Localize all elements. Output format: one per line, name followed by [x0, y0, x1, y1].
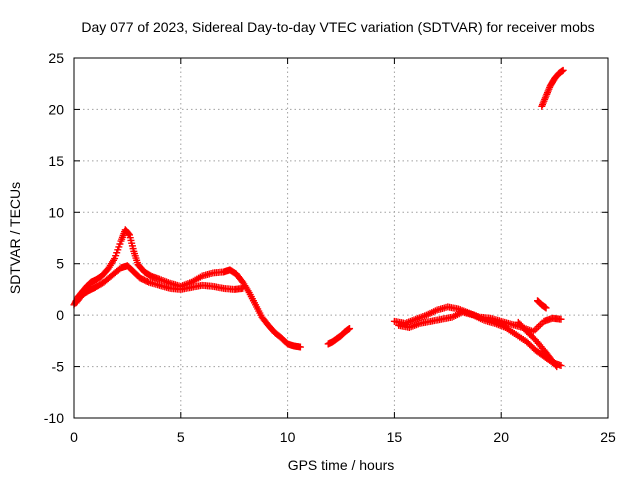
chart-title: Day 077 of 2023, Sidereal Day-to-day VTE… [81, 19, 594, 35]
data-points [70, 66, 567, 371]
grid-lines [74, 58, 608, 418]
x-tick-label: 0 [70, 429, 78, 445]
y-tick-label: 20 [48, 101, 64, 117]
data-point [239, 284, 247, 292]
y-tick-label: -10 [44, 410, 64, 426]
series-segment-late-short [534, 297, 550, 312]
y-tick-label: 0 [56, 307, 64, 323]
x-tick-label: 5 [177, 429, 185, 445]
data-point [553, 363, 561, 371]
x-tick-label: 20 [493, 429, 509, 445]
axis-tick-labels: 0 5 10 15 20 25 -10 -5 0 5 10 15 20 25 [44, 50, 616, 445]
data-point [346, 325, 354, 333]
series-segment-morning-upper [70, 226, 304, 351]
series-segment-noon [324, 325, 354, 348]
data-point [296, 343, 304, 351]
axis-ticks [73, 57, 609, 419]
series-segment-evening-high [538, 66, 567, 110]
x-axis-label: GPS time / hours [288, 457, 395, 473]
y-tick-label: 10 [48, 204, 64, 220]
data-point [125, 230, 133, 238]
data-point [542, 304, 550, 312]
data-point [557, 315, 565, 323]
y-tick-label: -5 [52, 359, 65, 375]
x-tick-label: 10 [280, 429, 296, 445]
data-point [559, 66, 567, 74]
y-tick-label: 25 [48, 50, 64, 66]
plot-frame [73, 57, 609, 419]
y-axis-label: SDTVAR / TECUs [7, 182, 23, 294]
data-point [552, 361, 560, 369]
x-tick-label: 25 [600, 429, 616, 445]
y-tick-label: 15 [48, 153, 64, 169]
y-tick-label: 5 [56, 256, 64, 272]
series-segment-morning-lower [72, 262, 247, 307]
series-segment-late-branch [514, 318, 561, 371]
x-tick-label: 15 [387, 429, 403, 445]
